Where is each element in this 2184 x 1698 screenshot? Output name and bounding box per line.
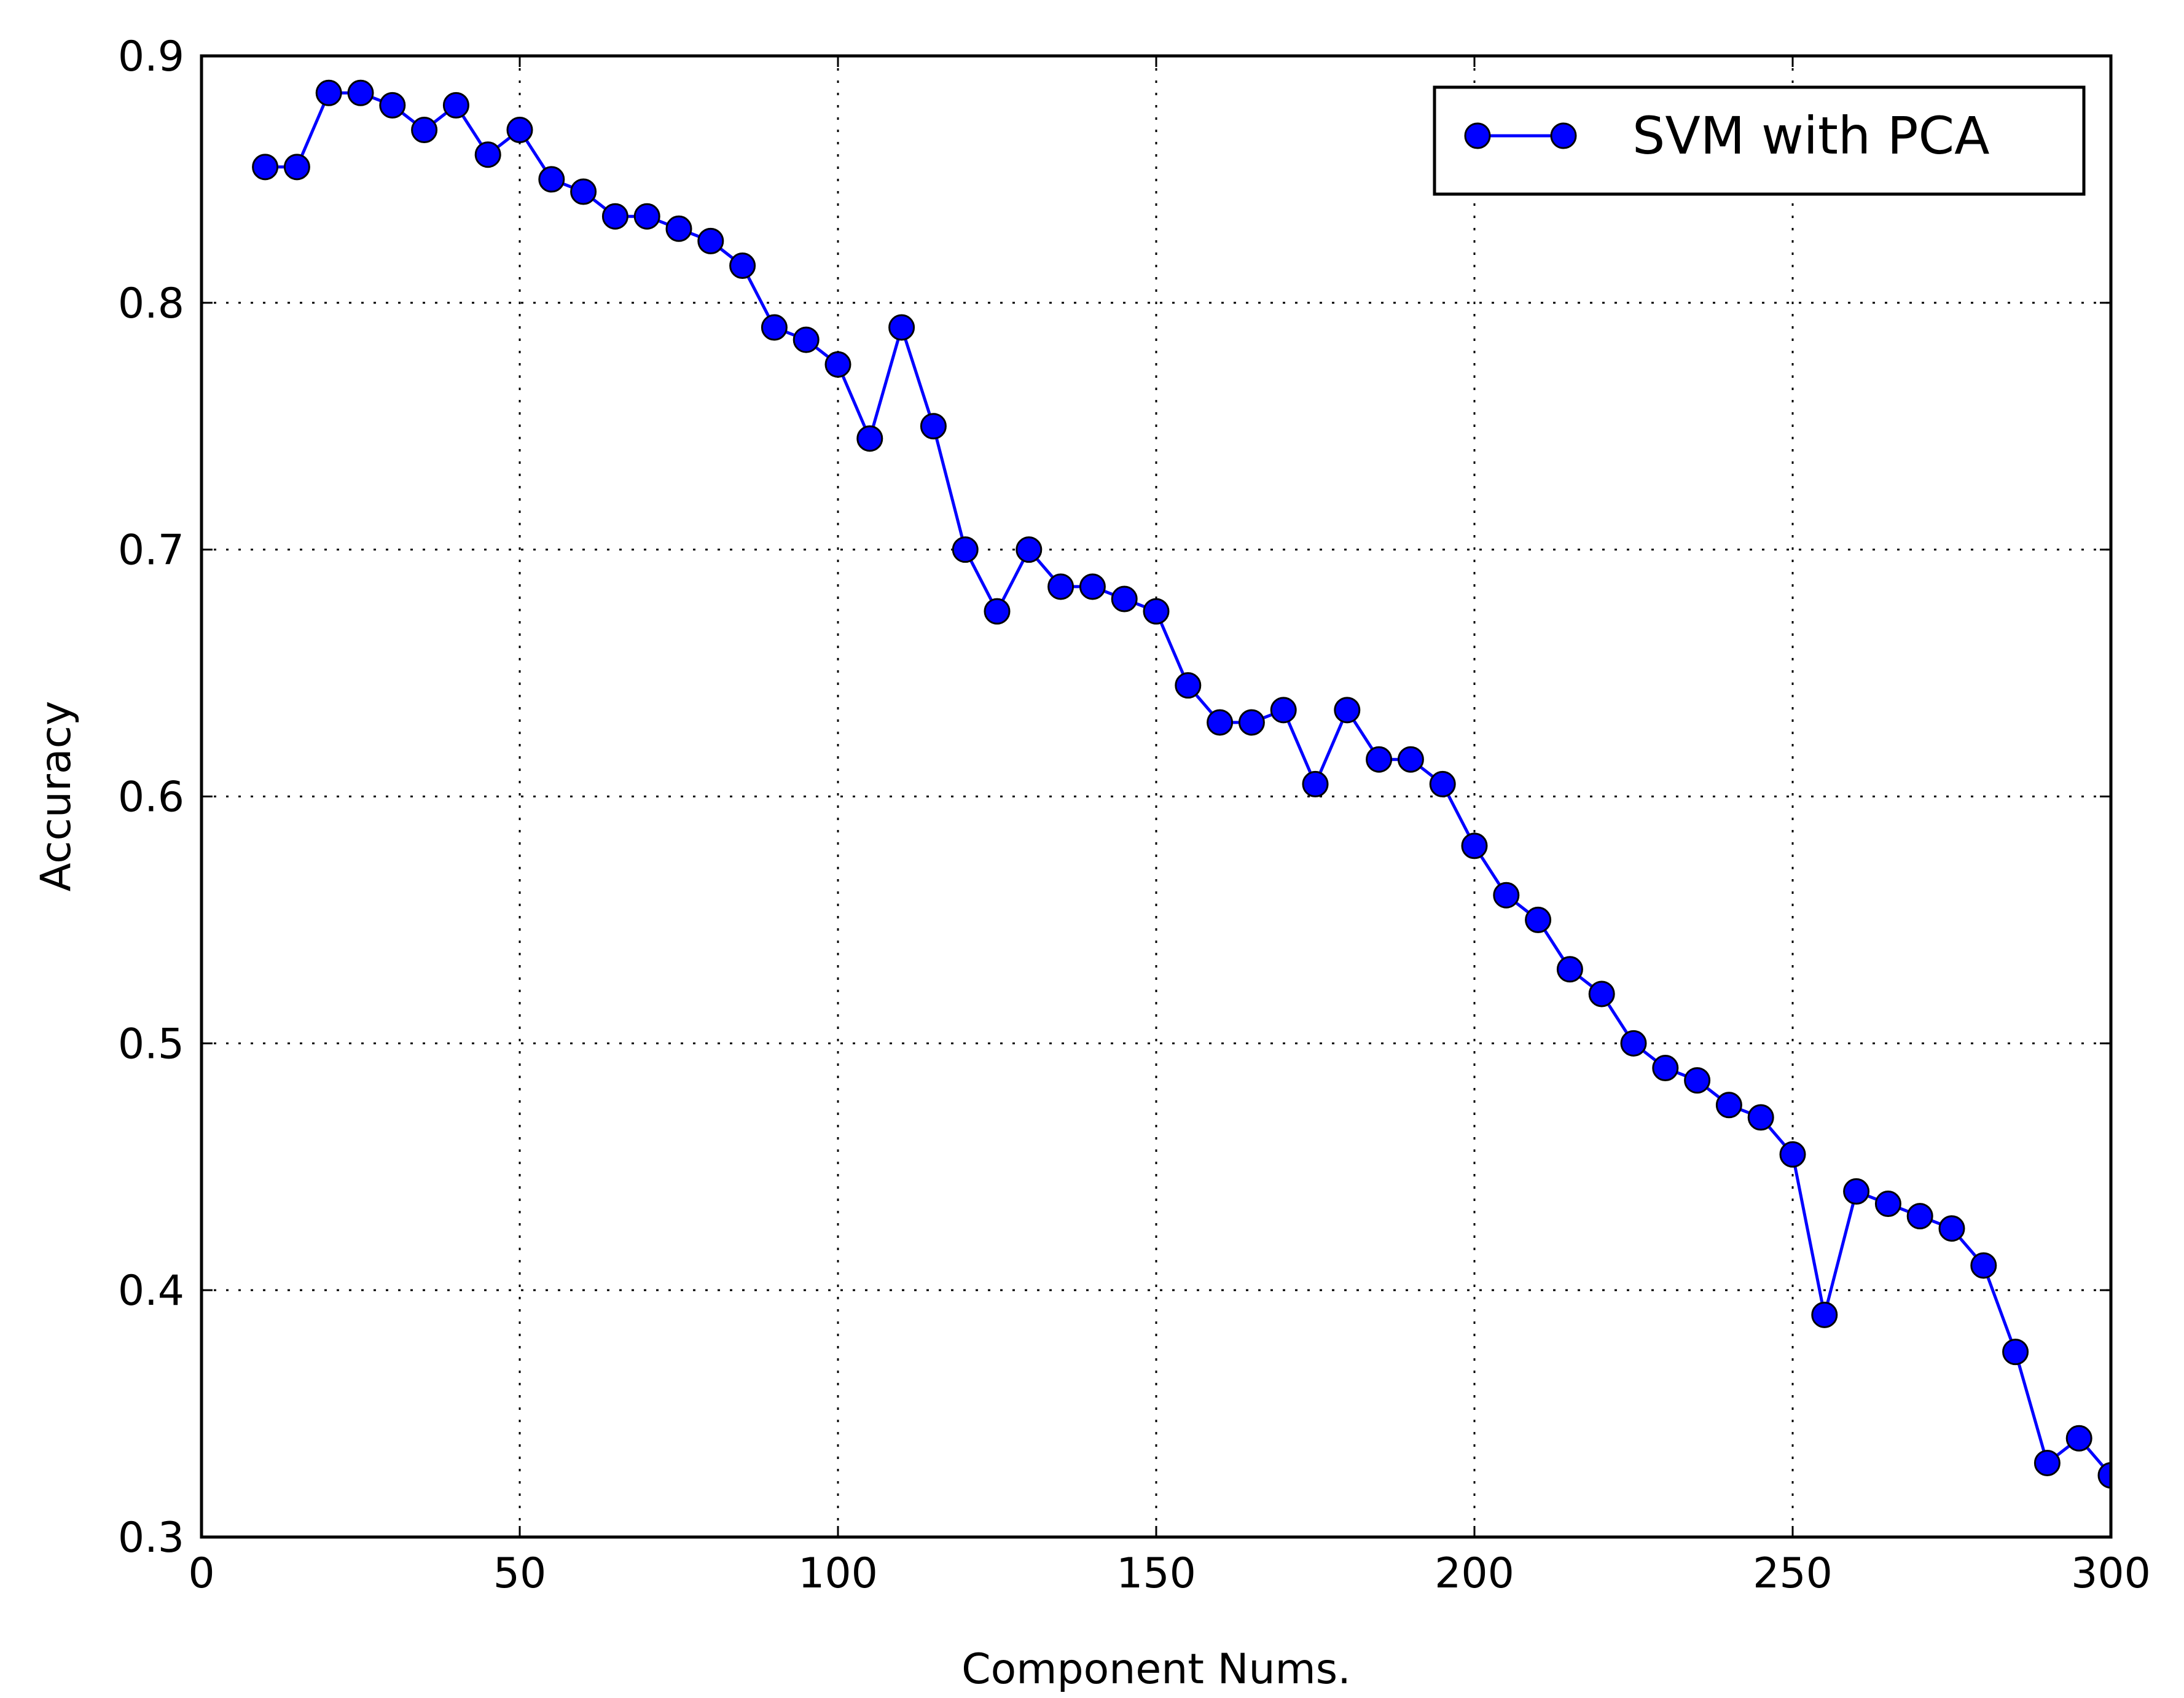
grid — [202, 56, 2111, 1537]
data-point — [2033, 1449, 2061, 1476]
data-point — [347, 79, 374, 106]
data-point — [1111, 585, 1138, 612]
data-point — [1207, 709, 1234, 736]
data-point — [665, 215, 692, 242]
data-point — [1684, 1067, 1711, 1094]
legend: SVM with PCA — [1433, 85, 2086, 196]
data-point — [1938, 1215, 1965, 1242]
data-point — [2097, 1462, 2111, 1489]
data-point — [1588, 980, 1615, 1007]
legend-entry-label: SVM with PCA — [1632, 106, 1990, 166]
data-point — [315, 79, 342, 106]
x-tick-label: 100 — [798, 1549, 878, 1598]
data-point — [984, 598, 1011, 625]
data-point — [1620, 1030, 1647, 1057]
data-point — [1079, 573, 1106, 600]
data-point — [1047, 573, 1074, 600]
x-tick-label: 0 — [188, 1549, 214, 1598]
data-point — [1525, 906, 1552, 933]
y-tick-label: 0.6 — [118, 773, 184, 822]
y-tick-label: 0.9 — [118, 33, 184, 81]
data-point — [1334, 697, 1361, 724]
x-tick-label: 300 — [2071, 1549, 2151, 1598]
data-point — [761, 314, 788, 341]
data-point — [1811, 1301, 1838, 1328]
data-point — [1429, 770, 1456, 797]
y-tick-label: 0.5 — [118, 1020, 184, 1068]
data-point — [1397, 746, 1424, 773]
y-axis-label: Accuracy — [32, 701, 80, 891]
data-point — [1302, 770, 1329, 797]
data-point — [2002, 1339, 2029, 1366]
legend-marker — [1464, 122, 1491, 149]
data-point — [442, 92, 469, 119]
data-point — [856, 425, 883, 452]
data-point — [1143, 598, 1170, 625]
data-point — [1238, 709, 1265, 736]
legend-marker — [1550, 122, 1577, 149]
data-point — [474, 141, 501, 168]
y-tick-label: 0.3 — [118, 1514, 184, 1562]
data-point — [1779, 1141, 1806, 1168]
data-point — [824, 351, 851, 378]
data-point — [1843, 1178, 1870, 1205]
data-point — [1556, 956, 1583, 983]
data-point — [633, 203, 660, 230]
data-point — [1270, 697, 1297, 724]
data-point — [506, 117, 533, 144]
data-point — [1461, 832, 1488, 859]
data-point — [920, 413, 947, 440]
data-point — [252, 154, 279, 181]
x-tick-label: 150 — [1116, 1549, 1196, 1598]
data-point — [888, 314, 915, 341]
data-point — [570, 178, 597, 205]
x-tick-label: 200 — [1434, 1549, 1514, 1598]
data-point — [1016, 536, 1043, 563]
data-point — [697, 227, 724, 254]
data-point — [411, 117, 438, 144]
data-point — [1493, 882, 1520, 909]
data-point — [1874, 1191, 1901, 1218]
data-point — [1366, 746, 1393, 773]
data-point — [1970, 1252, 1997, 1279]
x-axis-label: Component Nums. — [961, 1645, 1351, 1694]
data-point — [1747, 1104, 1774, 1131]
data-point — [1906, 1203, 1933, 1230]
data-point — [793, 326, 820, 353]
data-point — [2065, 1425, 2092, 1452]
data-point — [538, 166, 565, 193]
data-point — [283, 154, 310, 181]
data-point — [1715, 1092, 1742, 1119]
data-point — [952, 536, 979, 563]
y-tick-label: 0.8 — [118, 280, 184, 328]
ticks: 0 50 100 150 200 250 300 0.3 0.4 0.5 0.6 0.7 0.8 0.9 — [118, 33, 2151, 1598]
y-tick-label: 0.7 — [118, 526, 184, 575]
data-point — [729, 252, 756, 280]
series-layer — [252, 79, 2111, 1489]
data-point — [1652, 1055, 1679, 1082]
data-point — [1175, 672, 1202, 699]
data-point — [379, 92, 406, 119]
x-tick-label: 50 — [493, 1549, 547, 1598]
y-tick-label: 0.4 — [118, 1267, 184, 1315]
data-point — [601, 203, 628, 230]
legend-frame — [1433, 85, 2086, 196]
x-tick-label: 250 — [1753, 1549, 1833, 1598]
